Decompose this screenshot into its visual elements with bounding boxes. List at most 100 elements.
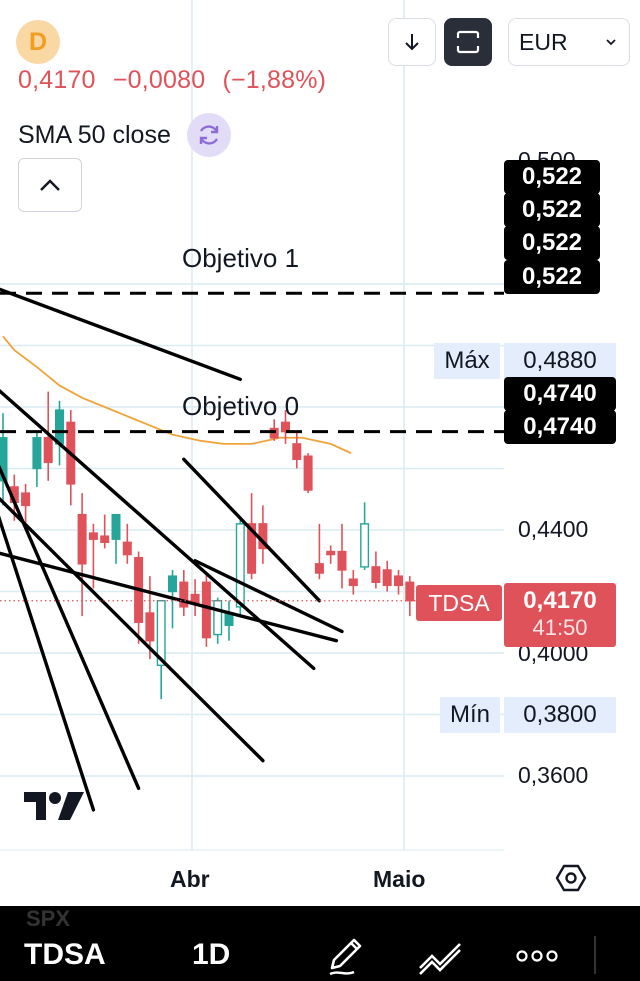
candle-body (394, 575, 404, 587)
target-label-1: Objetivo 1 (182, 243, 300, 273)
candle-body (269, 427, 279, 439)
target-price-label: 0,522 (504, 226, 600, 260)
bottom-toolbar: SPX TDSA 1D (0, 906, 640, 981)
candle-body (179, 581, 189, 608)
currency-select[interactable]: EUR (508, 18, 630, 66)
candle-down (269, 419, 279, 441)
data-source-badge[interactable]: D (16, 20, 60, 64)
candle-up (360, 502, 370, 570)
candle-body (348, 578, 358, 587)
chart-settings-icon[interactable] (555, 862, 587, 894)
draw-pen-icon[interactable] (324, 934, 368, 978)
candle-body (201, 581, 211, 639)
candle-body (326, 550, 336, 556)
candle-body (337, 550, 347, 571)
symbol-button[interactable]: TDSA (24, 938, 106, 971)
candle-body (122, 541, 132, 556)
candle-body (32, 437, 42, 470)
candle-up (111, 513, 121, 564)
candle-down (122, 523, 132, 564)
candle-body (111, 513, 121, 540)
trend-line (0, 515, 96, 812)
candle-down (292, 431, 302, 469)
interval-button[interactable]: 1D (192, 938, 231, 971)
more-icon[interactable] (512, 934, 562, 978)
candle-down (134, 551, 144, 644)
y-tick-label: 0,3600 (518, 762, 589, 788)
arrow-down-icon (405, 34, 419, 51)
max-value: 0,4880 (504, 343, 616, 379)
candle-body (77, 513, 87, 565)
candle-down (303, 453, 313, 494)
candle-down (337, 523, 347, 589)
candle-down (247, 493, 257, 580)
trend-line (193, 559, 344, 634)
candle-down (100, 514, 110, 549)
candle-down (348, 569, 358, 595)
candle-body (303, 455, 313, 491)
sma-50-line (2, 335, 352, 454)
target-price-label: 0,522 (504, 260, 600, 294)
candle-down (21, 483, 31, 524)
collapse-legend-button[interactable] (18, 158, 82, 212)
candle-body (156, 600, 166, 666)
indicator-loading-icon (186, 113, 231, 157)
chevron-down-icon (606, 39, 616, 46)
indicator-label: SMA 50 close (18, 120, 171, 149)
candle-up (55, 400, 65, 466)
price-summary: 0,4170 −0,0080 (−1,88%) (18, 66, 336, 95)
candle-down (371, 551, 381, 589)
target-price-label: 0,522 (504, 193, 600, 227)
candle-up (32, 431, 42, 487)
candle-body (21, 492, 31, 507)
y-tick-label: 0,4400 (518, 516, 589, 542)
candle-down (179, 569, 189, 617)
candle-body (100, 535, 110, 544)
price-chart[interactable] (0, 0, 640, 906)
x-tick-label: Maio (373, 866, 426, 892)
trend-line-icon[interactable] (416, 934, 466, 978)
tradingview-logo-icon[interactable] (24, 790, 86, 822)
symbol-price-tag: TDSA (416, 585, 502, 621)
candle-body (382, 569, 392, 587)
level-price-label: 0,4740 (504, 377, 616, 411)
price-change: −0,0080 (112, 66, 206, 94)
trend-line (182, 457, 322, 603)
trend-line (0, 464, 141, 790)
max-label: Máx (434, 343, 500, 379)
target-label-0: Objetivo 0 (182, 391, 300, 421)
chevron-up-icon (40, 179, 60, 191)
bar-countdown: 41:50 (532, 615, 588, 640)
candle-body (371, 566, 381, 583)
current-price-tag: 0,4170 41:50 (504, 583, 616, 647)
candle-up (0, 413, 8, 506)
candle-down (258, 505, 268, 564)
candle-down (405, 576, 415, 617)
indicator-legend[interactable]: SMA 50 close (18, 113, 231, 157)
candle-up (235, 517, 245, 617)
candle-down (394, 569, 404, 595)
min-value: 0,3800 (504, 697, 616, 733)
candle-down (145, 576, 155, 660)
fullscreen-button[interactable] (444, 18, 492, 66)
candle-body (292, 443, 302, 460)
trend-line (0, 496, 265, 763)
x-tick-label: Abr (170, 866, 210, 892)
target-price-label: 0,522 (504, 160, 600, 194)
candle-body (247, 523, 257, 574)
candle-body (167, 575, 177, 593)
candle-down (326, 545, 336, 564)
candle-body (314, 563, 324, 574)
level-price-label: 0,4740 (504, 410, 616, 444)
trend-line (0, 287, 243, 382)
candle-body (281, 421, 291, 433)
toolbar-divider (594, 936, 596, 974)
scroll-to-latest-button[interactable] (388, 18, 436, 66)
current-price-value: 0,4170 (523, 587, 597, 614)
candle-body (55, 409, 65, 445)
candle-up (213, 597, 223, 644)
currency-value: EUR (519, 28, 568, 55)
trend-line (0, 551, 339, 643)
price-change-pct: (−1,88%) (222, 66, 327, 94)
fullscreen-icon (456, 30, 480, 54)
